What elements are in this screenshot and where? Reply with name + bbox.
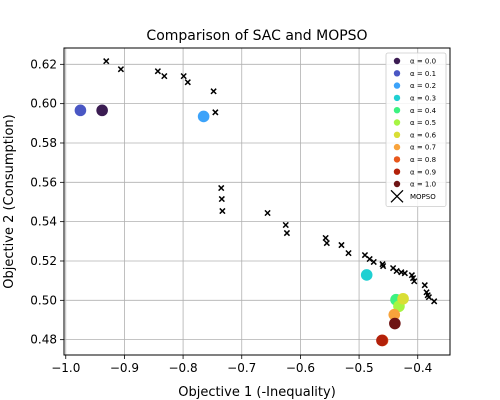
mopso-point	[431, 298, 438, 305]
sac-point	[74, 104, 87, 117]
mopso-point	[338, 241, 345, 249]
legend-label: α = 1.0	[410, 181, 436, 189]
mopso-point	[322, 234, 329, 242]
y-axis-ticks: 0.48 0.50 0.52 0.54 0.56 0.58 0.60 0.62	[30, 57, 64, 347]
sac-layer	[74, 104, 409, 347]
y-tick-label: 0.56	[30, 175, 57, 189]
legend-label: α = 0.2	[410, 82, 436, 90]
legend-marker	[393, 180, 401, 188]
mopso-point	[212, 109, 219, 116]
mopso-point	[218, 195, 225, 203]
mopso-point	[218, 184, 225, 192]
mopso-point	[425, 294, 433, 301]
sac-point	[376, 334, 388, 347]
sac-point	[360, 269, 373, 281]
legend-marker	[393, 82, 401, 89]
y-tick-label: 0.52	[30, 254, 57, 268]
mopso-point	[161, 72, 168, 80]
mopso-point	[366, 255, 373, 263]
legend-marker	[393, 143, 401, 151]
mopso-layer	[103, 58, 438, 305]
mopso-point	[210, 88, 217, 95]
legend-label: α = 0.5	[410, 119, 436, 127]
mopso-point	[411, 278, 418, 285]
sac-point	[389, 317, 401, 330]
mopso-point	[282, 221, 289, 229]
x-axis-label: Objective 1 (-Inequality)	[178, 385, 336, 400]
sac-point	[388, 308, 401, 321]
x-tick-label: −0.4	[403, 361, 432, 375]
x-tick-label: −0.8	[169, 361, 198, 375]
y-tick-label: 0.62	[30, 57, 57, 71]
legend-marker	[393, 94, 401, 102]
mopso-point	[180, 72, 187, 80]
mopso-point	[184, 79, 191, 86]
legend-label: α = 0.7	[410, 144, 436, 152]
legend-marker	[393, 168, 401, 175]
legend-label: α = 0.9	[410, 168, 436, 176]
x-axis-ticks: −1.0 −0.9 −0.8 −0.7 −0.6 −0.5 −0.4	[51, 355, 432, 375]
mopso-point	[393, 267, 400, 275]
mopso-point	[370, 258, 377, 266]
legend-label: α = 0.8	[410, 156, 436, 164]
mopso-point	[421, 282, 428, 289]
y-tick-label: 0.50	[30, 293, 57, 307]
legend-box	[385, 52, 447, 208]
y-tick-label: 0.48	[30, 333, 57, 347]
legend-marker	[393, 119, 401, 126]
mopso-point	[154, 68, 161, 75]
y-tick-label: 0.58	[30, 136, 57, 150]
legend-marker	[393, 57, 401, 65]
sac-point	[197, 110, 210, 123]
x-tick-label: −0.9	[110, 361, 139, 375]
mopso-point	[379, 262, 387, 270]
chart-title: Comparison of SAC and MOPSO	[146, 28, 367, 44]
mopso-point	[117, 66, 125, 73]
y-tick-label: 0.60	[30, 97, 57, 111]
x-tick-label: −1.0	[51, 361, 80, 375]
x-tick-label: −0.6	[286, 361, 315, 375]
legend-marker	[393, 70, 401, 77]
mopso-point	[264, 209, 271, 217]
y-tick-label: 0.54	[30, 215, 57, 229]
y-axis-label: Objective 2 (Consumption)	[2, 114, 17, 288]
legend-marker	[390, 189, 404, 203]
sac-point	[397, 292, 409, 305]
mopso-point	[219, 207, 226, 215]
plot-frame	[63, 47, 451, 356]
legend-marker	[393, 156, 401, 163]
x-tick-label: −0.5	[345, 361, 374, 375]
mopso-point	[345, 249, 352, 257]
legend-label: MOPSO	[410, 193, 436, 201]
legend-label: α = 0.3	[410, 95, 436, 103]
legend-label: α = 0.1	[410, 70, 436, 78]
legend-marker	[393, 131, 401, 138]
mopso-point	[283, 229, 291, 237]
grid-layer	[64, 48, 450, 355]
x-tick-label: −0.7	[227, 361, 256, 375]
mopso-point	[401, 270, 408, 277]
legend: α = 0.0 α = 0.1 α = 0.2 α = 0.3 α = 0.4 α = 0…	[385, 52, 447, 208]
sac-point	[96, 104, 108, 117]
legend-marker	[393, 107, 401, 114]
legend-label: α = 0.4	[410, 107, 437, 115]
legend-label: α = 0.6	[410, 131, 437, 139]
mopso-point	[323, 239, 330, 247]
mopso-point	[103, 58, 110, 65]
legend-label: α = 0.0	[410, 58, 436, 66]
